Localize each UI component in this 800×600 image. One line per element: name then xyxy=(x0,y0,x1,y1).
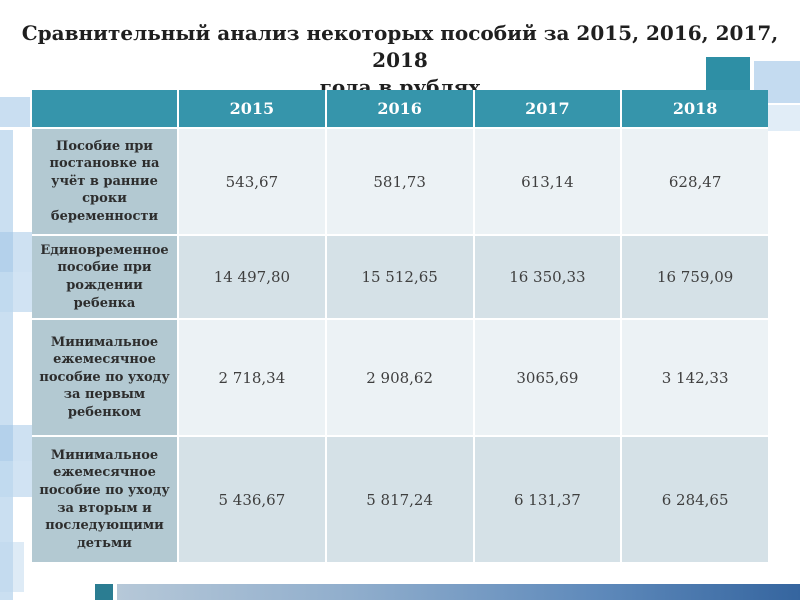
decor-left-top-square xyxy=(0,97,30,127)
value-cell: 16 350,33 xyxy=(474,236,621,318)
year-header-2017: 2017 xyxy=(474,90,621,127)
table-corner-cell xyxy=(32,90,177,127)
value-cell: 3065,69 xyxy=(474,320,621,435)
value-cell: 581,73 xyxy=(326,129,473,234)
value-cell: 2 718,34 xyxy=(179,320,325,435)
row-label: Единовременное пособие при рождении ребе… xyxy=(32,236,177,318)
value-cell: 5 817,24 xyxy=(326,437,473,562)
value-cell: 15 512,65 xyxy=(326,236,473,318)
row-label: Пособие при постановке на учёт в ранние … xyxy=(32,129,177,234)
year-header-2015: 2015 xyxy=(179,90,325,127)
slide-title-line-1: Сравнительный анализ некоторых пособий з… xyxy=(21,21,779,72)
row-label: Минимальное ежемесячное пособие по уходу… xyxy=(32,320,177,435)
decor-bottom-gradient-bar xyxy=(117,584,800,600)
slide-title: Сравнительный анализ некоторых пособий з… xyxy=(0,20,800,101)
value-cell: 16 759,09 xyxy=(622,236,768,318)
decor-bottom-teal-square xyxy=(95,584,113,600)
decor-left-vertical-bar xyxy=(0,130,13,600)
value-cell: 3 142,33 xyxy=(622,320,768,435)
value-cell: 2 908,62 xyxy=(326,320,473,435)
benefits-comparison-table: 2015 2016 2017 2018 Пособие при постанов… xyxy=(32,90,768,562)
value-cell: 5 436,67 xyxy=(179,437,325,562)
value-cell: 6 284,65 xyxy=(622,437,768,562)
value-cell: 6 131,37 xyxy=(474,437,621,562)
value-cell: 628,47 xyxy=(622,129,768,234)
decor-left-square-5 xyxy=(0,542,24,592)
row-label: Минимальное ежемесячное пособие по уходу… xyxy=(32,437,177,562)
value-cell: 613,14 xyxy=(474,129,621,234)
decor-left-square-4 xyxy=(0,461,36,497)
value-cell: 14 497,80 xyxy=(179,236,325,318)
year-header-2018: 2018 xyxy=(622,90,768,127)
year-header-2016: 2016 xyxy=(326,90,473,127)
value-cell: 543,67 xyxy=(179,129,325,234)
